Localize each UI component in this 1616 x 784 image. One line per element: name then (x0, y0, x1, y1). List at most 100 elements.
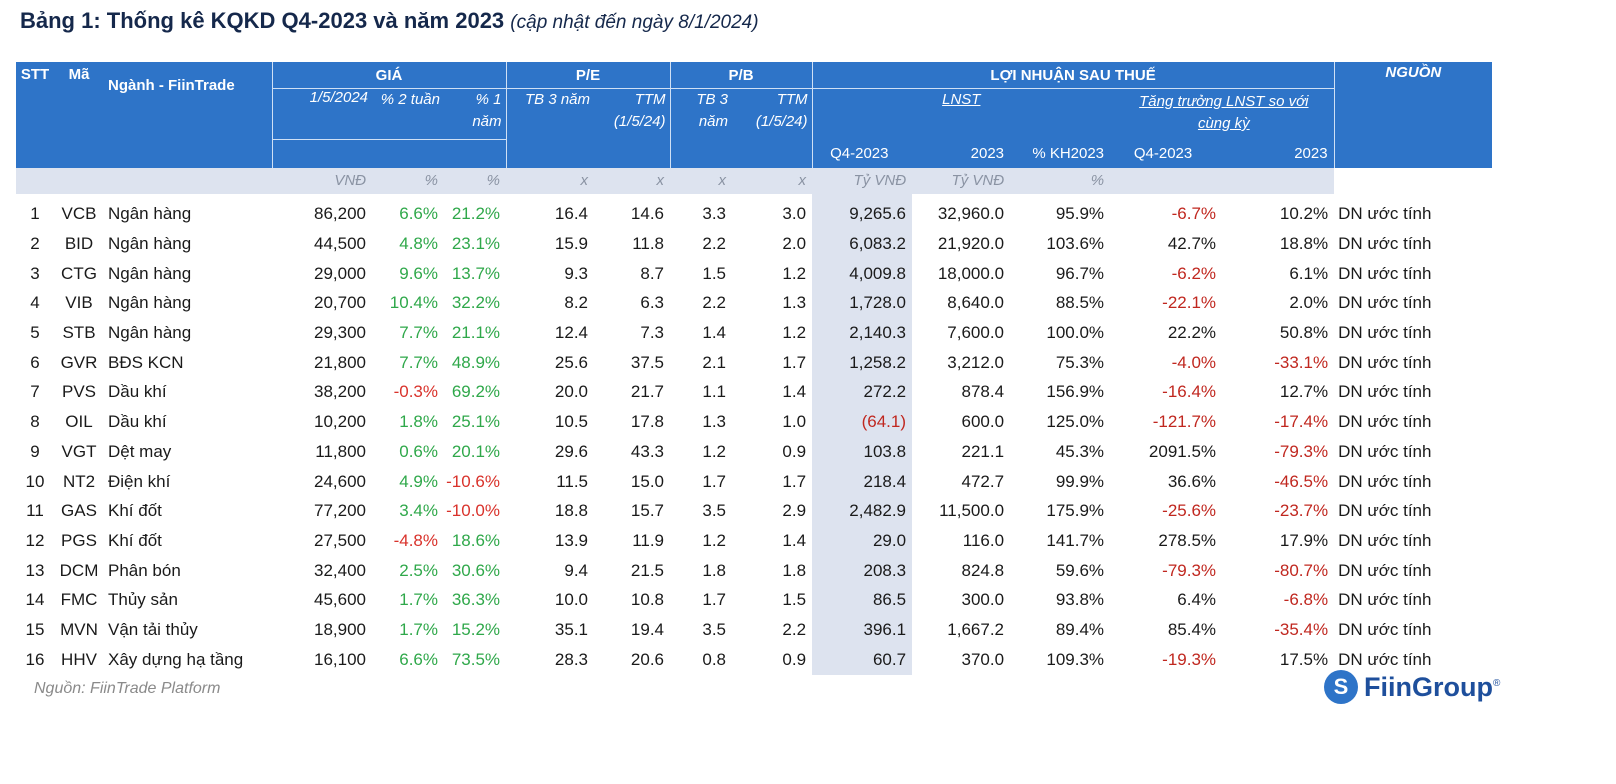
row-pe-tb: 29.6 (554, 441, 589, 461)
row-stt: 9 (30, 441, 40, 461)
row-lnst-2023: 18,000.0 (937, 263, 1005, 283)
row-nganh: Ngân hàng (108, 234, 192, 254)
header-gia-date: 1/5/2024 (271, 88, 372, 140)
row-pb-tb: 1.7 (702, 471, 727, 491)
row-lnst-2023: 21,920.0 (937, 234, 1005, 254)
row-pe-tb: 16.4 (554, 204, 589, 224)
row-change-2w: -4.8% (393, 530, 438, 550)
row-growth-q4: -22.1% (1162, 293, 1217, 313)
row-price: 77,200 (314, 501, 366, 521)
row-change-1y: 21.1% (451, 323, 501, 343)
row-nganh: Khí đốt (108, 530, 162, 550)
row-stt: 3 (30, 263, 40, 283)
table-row: 10 NT2 Điện khí 24,600 4.9% -10.6% 11.5 15.0 1.7… (16, 466, 1492, 497)
row-kh2023: 99.9% (1055, 471, 1105, 491)
unit-cell: Tỷ VNĐ (912, 167, 1011, 194)
row-change-2w: 2.5% (399, 560, 438, 580)
row-change-2w: 6.6% (399, 649, 438, 669)
row-growth-q4: 42.7% (1167, 234, 1217, 254)
row-nganh: Khí đốt (108, 501, 162, 521)
table-row: 9 VGT Dệt may 11,800 0.6% 20.1% 29.6 43.3 1.2 0.9… (16, 437, 1492, 467)
table-row: 6 GVR BĐS KCN 21,800 7.7% 48.9% 25.6 37.5 2.1 1.7… (16, 347, 1492, 378)
row-pb-tb: 1.4 (702, 323, 727, 343)
row-nganh: Dệt may (108, 441, 172, 461)
row-nganh: Dầu khí (108, 412, 167, 432)
row-kh2023: 109.3% (1046, 649, 1105, 669)
header-growth-2023: 2023 (1222, 139, 1335, 168)
row-pe-tb: 11.5 (556, 471, 589, 491)
table-row: 4 VIB Ngân hàng 20,700 10.4% 32.2% 8.2 6.3 2.2 1.… (16, 288, 1492, 319)
row-lnst-q4: 103.8 (812, 437, 913, 467)
row-growth-q4: -4.0% (1171, 352, 1217, 372)
row-price: 29,000 (314, 263, 366, 283)
row-lnst-q4: 9,265.6 (812, 193, 913, 230)
row-growth-2023: -6.8% (1283, 590, 1329, 610)
table-row: 14 FMC Thủy sản 45,600 1.7% 36.3% 10.0 10.8 1.7 1… (16, 585, 1492, 616)
units-row: VNĐ % % x x x x Tỷ VNĐ Tỷ VNĐ % (16, 167, 1493, 194)
row-change-1y: 21.2% (451, 204, 501, 224)
row-pb-tb: 1.2 (702, 441, 727, 461)
row-pe-tb: 35.1 (554, 619, 589, 639)
header-blank (104, 139, 272, 168)
row-pe-tb: 9.3 (564, 263, 589, 283)
table-row: 15 MVN Vận tải thủy 18,900 1.7% 15.2% 35.1 19.4… (16, 615, 1492, 645)
row-lnst-2023: 11,500.0 (939, 501, 1005, 521)
table-row: 11 GAS Khí đốt 77,200 3.4% -10.0% 18.8 15.7 3.5 2… (16, 496, 1492, 527)
header-pb-tb: TB 3 năm (669, 88, 733, 139)
row-change-2w: 9.6% (399, 263, 438, 283)
row-change-1y: 73.5% (451, 649, 501, 669)
row-growth-2023: -80.7% (1274, 560, 1329, 580)
row-source: DN ước tính (1338, 441, 1432, 461)
header-blank (271, 139, 507, 168)
header-gia: GIÁ (271, 62, 507, 89)
header-nguon: NGUỒN (1333, 62, 1493, 168)
row-source: DN ước tính (1338, 530, 1432, 550)
unit-cell: % (372, 167, 444, 194)
row-lnst-2023: 370.0 (961, 649, 1005, 669)
header-pe-ttm: TTM (1/5/24) (594, 88, 671, 139)
header-pb-ttm: TTM (1/5/24) (732, 88, 813, 139)
row-lnst-2023: 472.7 (961, 471, 1005, 491)
row-nganh: Xây dựng hạ tầng (108, 649, 244, 669)
table-title-main: Bảng 1: Thống kê KQKD Q4-2023 và năm 202… (20, 8, 505, 33)
row-pb-ttm: 1.0 (782, 412, 807, 432)
row-price: 10,200 (314, 412, 366, 432)
row-growth-q4: -19.3% (1162, 649, 1217, 669)
row-lnst-q4: 4,009.8 (812, 258, 913, 289)
header-ma: Mã (54, 62, 104, 168)
row-source: DN ước tính (1338, 263, 1432, 283)
row-lnst-q4: 272.2 (812, 377, 913, 408)
row-growth-2023: -23.7% (1274, 501, 1329, 521)
row-kh2023: 45.3% (1055, 441, 1105, 461)
row-pe-ttm: 37.5 (630, 352, 665, 372)
row-kh2023: 59.6% (1055, 560, 1105, 580)
row-growth-q4: -79.3% (1162, 560, 1217, 580)
unit-cell: x (670, 167, 733, 194)
header-nganh: Ngành - FiinTrade (104, 62, 272, 139)
row-growth-q4: -121.7% (1152, 412, 1217, 432)
kqkd-table: STT Mã Ngành - FiinTrade GIÁ P/E P/B LỢI… (16, 62, 1493, 675)
row-lnst-2023: 824.8 (961, 560, 1005, 580)
row-pb-ttm: 3.0 (782, 204, 807, 224)
row-price: 11,800 (315, 441, 366, 461)
row-stt: 10 (25, 471, 45, 491)
row-lnst-2023: 878.4 (961, 382, 1005, 402)
row-pe-ttm: 11.9 (632, 530, 665, 550)
row-stt: 16 (25, 649, 45, 669)
row-ma: VGT (61, 441, 97, 461)
row-kh2023: 156.9% (1046, 382, 1105, 402)
row-lnst-2023: 300.0 (961, 590, 1005, 610)
row-pb-ttm: 2.9 (782, 501, 807, 521)
row-growth-2023: 18.8% (1279, 234, 1329, 254)
row-growth-2023: -35.4% (1274, 619, 1329, 639)
row-stt: 14 (25, 590, 45, 610)
row-growth-2023: 12.7% (1279, 382, 1329, 402)
row-lnst-q4: 1,258.2 (812, 347, 913, 378)
row-nganh: Vận tải thủy (108, 619, 198, 639)
row-lnst-q4: 29.0 (812, 526, 913, 556)
row-source: DN ước tính (1338, 501, 1432, 521)
row-price: 24,600 (314, 471, 366, 491)
row-growth-2023: -33.1% (1274, 352, 1329, 372)
row-pe-tb: 28.3 (554, 649, 589, 669)
row-price: 38,200 (314, 382, 366, 402)
